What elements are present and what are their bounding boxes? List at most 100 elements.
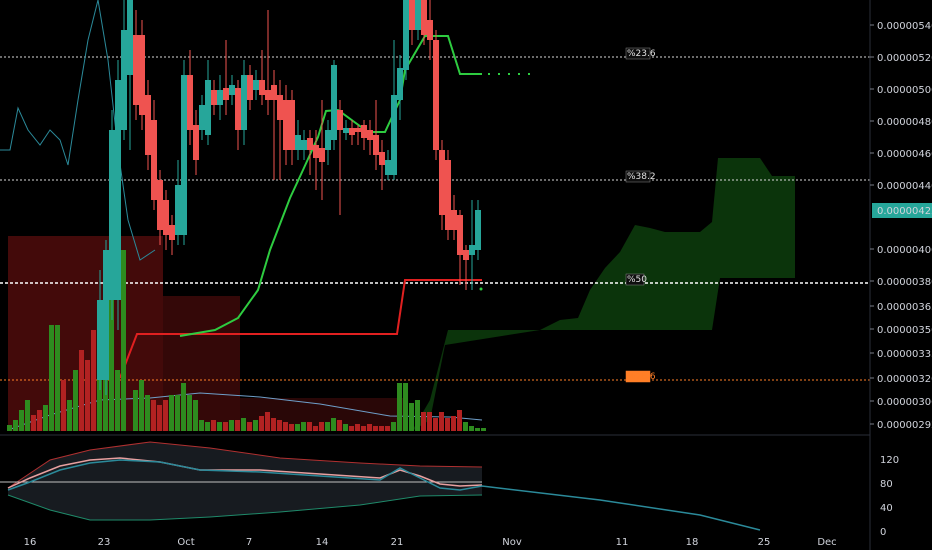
candle-body xyxy=(193,125,199,160)
volume-bar xyxy=(283,422,288,431)
volume-bar xyxy=(475,428,480,431)
oscillator-main-line xyxy=(7,459,761,531)
candle-body xyxy=(253,80,259,90)
date-axis[interactable]: 16 23 Oct 7 14 21 Nov 11 18 25 Dec xyxy=(24,537,837,548)
candle-body xyxy=(175,185,181,235)
volume-bar xyxy=(199,420,204,431)
candle-body xyxy=(295,135,301,150)
candle-body xyxy=(301,140,307,150)
candle-body xyxy=(445,160,451,230)
date-tick-label: 7 xyxy=(246,537,252,548)
price-tick-label: 0.00000380 xyxy=(877,277,932,288)
volume-bar xyxy=(139,380,144,431)
volume-bar xyxy=(79,350,84,431)
candles xyxy=(97,0,481,395)
price-tick-label: 0.00000320 xyxy=(877,374,932,385)
oscillator-tick-label: 120 xyxy=(880,455,899,466)
price-tick-label: 0.00000400 xyxy=(877,245,932,256)
price-axis[interactable]: 0.00000540 0.00000520 0.00000500 0.00000480… xyxy=(870,21,932,431)
candle-body xyxy=(133,35,139,105)
volume-bar xyxy=(463,422,468,431)
fib-level-label: %78.6 xyxy=(627,372,656,382)
candle-body xyxy=(433,40,439,150)
candle-body xyxy=(241,75,247,130)
candle-body xyxy=(157,180,163,230)
volume-bar xyxy=(37,410,42,431)
volume-bar xyxy=(103,380,108,431)
candle-body xyxy=(421,0,427,35)
candle-body xyxy=(199,105,205,130)
volume-bar xyxy=(481,428,486,431)
candle-body xyxy=(439,150,445,215)
volume-bar xyxy=(433,418,438,431)
volume-bar xyxy=(91,330,96,431)
fib-level-tag xyxy=(625,170,651,183)
volume-bar xyxy=(67,400,72,431)
oscillator-tick-label: 0 xyxy=(880,527,886,538)
volume-bar xyxy=(157,405,162,431)
volume-bar xyxy=(133,390,138,431)
forecast-cloud xyxy=(412,158,795,431)
volume-bar xyxy=(277,420,282,431)
volume-bar xyxy=(289,424,294,431)
price-tick-label: 0.00000520 xyxy=(877,53,932,64)
price-tick-label: 0.00000365 xyxy=(877,302,932,313)
volume-bar xyxy=(427,412,432,431)
volume-bar xyxy=(397,383,402,431)
candle-body xyxy=(277,95,283,120)
volume-bar xyxy=(115,370,120,431)
candle-body xyxy=(355,128,361,132)
volume-bar xyxy=(415,400,420,431)
volume-bar xyxy=(181,383,186,431)
date-tick-label: 25 xyxy=(758,537,771,548)
volume-bar xyxy=(355,424,360,431)
volume-bar xyxy=(331,418,336,431)
volume-bar xyxy=(19,410,24,431)
volume-bar xyxy=(349,426,354,431)
oscillator-band-fill xyxy=(8,442,482,520)
candle-body xyxy=(379,152,385,165)
volume-bar xyxy=(373,426,378,431)
candle-body xyxy=(367,130,373,140)
date-tick-label: Oct xyxy=(177,537,194,548)
volume-bar xyxy=(325,422,330,431)
volume-bar xyxy=(151,400,156,431)
date-tick-label: Nov xyxy=(502,537,522,548)
candle-body xyxy=(121,30,127,130)
red-signal-line xyxy=(119,279,482,379)
candle-body xyxy=(463,250,469,260)
volume-bar xyxy=(409,403,414,431)
volume-bar xyxy=(145,395,150,431)
blue-oscillator-line xyxy=(0,0,156,261)
volume-bar xyxy=(85,360,90,431)
candle-body xyxy=(409,0,415,30)
volume-bar xyxy=(343,424,348,431)
volume-bar xyxy=(259,416,264,431)
volume-bar xyxy=(61,380,66,431)
candle-body xyxy=(403,0,409,70)
volume-bar xyxy=(247,422,252,431)
candle-body xyxy=(313,145,319,158)
volume-bar xyxy=(265,412,270,431)
volume-bar xyxy=(469,426,474,431)
candle-body xyxy=(97,300,103,380)
oscillator-axis[interactable]: 120 80 40 0 xyxy=(880,455,899,538)
fib-level-label: %38.2 xyxy=(627,172,656,182)
resistance-zone-2 xyxy=(163,296,240,431)
green-dot xyxy=(479,287,483,291)
volume-bar xyxy=(169,395,174,431)
volume-bar xyxy=(73,370,78,431)
fib-level-label: %50 xyxy=(627,275,647,285)
volume-bar xyxy=(211,420,216,431)
volume-bar xyxy=(253,420,258,431)
date-tick-label: 23 xyxy=(98,537,111,548)
candle-body xyxy=(181,75,187,235)
volume-bar xyxy=(367,424,372,431)
volume-bar xyxy=(217,422,222,431)
volume-bar xyxy=(229,420,234,431)
volume-bar xyxy=(109,290,114,431)
fib-level-tag xyxy=(625,370,651,383)
price-tick-label: 0.00000350 xyxy=(877,325,932,336)
candle-body xyxy=(361,125,367,138)
